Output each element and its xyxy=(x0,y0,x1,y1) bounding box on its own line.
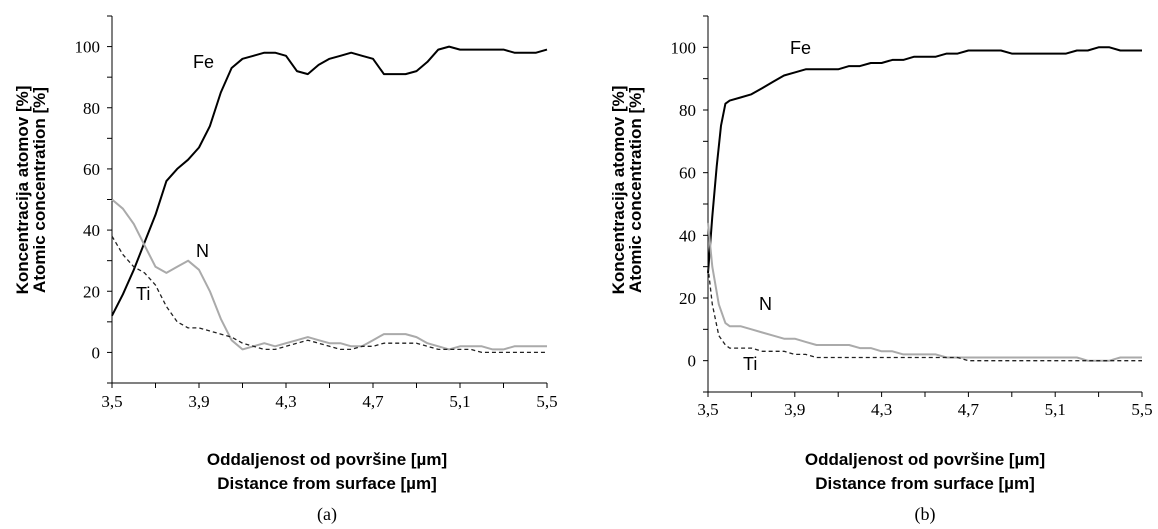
x-tick-label: 5,5 xyxy=(1131,400,1152,419)
series-line-fe xyxy=(707,46,1142,273)
y-tick-label: 40 xyxy=(83,221,100,240)
y-tick-label: 20 xyxy=(679,289,696,308)
ticks-layer: 0 20 40 60 80 100 3,5 3,9 4,3 4,7 5,1 5,5 xyxy=(75,15,558,411)
series-label-fe: Fe xyxy=(193,52,214,72)
series-line-n xyxy=(707,222,1142,362)
x-axis-title-line-1: Oddaljenost od površine [µm] xyxy=(207,450,447,469)
y-tick-label: 100 xyxy=(75,38,101,57)
y-axis-title-line-2: Atomic concentration [%] xyxy=(30,87,49,293)
x-tick-label: 3,9 xyxy=(188,392,209,411)
x-axis-title-line-2: Distance from surface [µm] xyxy=(815,474,1035,493)
x-tick-label: 4,7 xyxy=(958,400,980,419)
ticks-layer: 0 20 40 60 80 100 3,5 3,9 4,3 4,7 5,1 5,5 xyxy=(671,15,1153,419)
y-tick-label: 0 xyxy=(92,343,101,362)
x-axis-title-line-2: Distance from surface [µm] xyxy=(217,474,437,493)
x-tick-label: 3,5 xyxy=(101,392,122,411)
y-tick-label: 0 xyxy=(688,352,697,371)
x-tick-label: 3,9 xyxy=(784,400,805,419)
series-layer xyxy=(707,46,1142,362)
series-label-n: N xyxy=(196,241,209,261)
series-label-fe: Fe xyxy=(790,38,811,58)
panel-caption: (b) xyxy=(915,504,936,525)
y-tick-label: 60 xyxy=(83,160,100,179)
panel-caption: (a) xyxy=(317,504,337,525)
series-line-ti xyxy=(111,235,547,354)
series-line-ti xyxy=(707,266,1142,362)
y-tick-label: 20 xyxy=(83,282,100,301)
y-tick-label: 80 xyxy=(83,99,100,118)
x-tick-label: 4,3 xyxy=(871,400,892,419)
series-line-fe xyxy=(111,45,548,317)
series-label-ti: Ti xyxy=(136,284,150,304)
series-label-ti: Ti xyxy=(743,354,757,374)
y-tick-label: 40 xyxy=(679,226,696,245)
x-tick-label: 3,5 xyxy=(697,400,718,419)
y-axis-title-line-2: Atomic concentration [%] xyxy=(626,87,645,293)
y-tick-label: 80 xyxy=(679,101,696,120)
x-tick-label: 5,1 xyxy=(1045,400,1066,419)
y-tick-label: 60 xyxy=(679,164,696,183)
chart-panel-b: 0 20 40 60 80 100 3,5 3,9 4,3 4,7 5,1 5,5 Fe N Ti K… xyxy=(609,15,1153,525)
chart-panel-a: 0 20 40 60 80 100 3,5 3,9 4,3 4,7 5,1 5,5 Fe N Ti K… xyxy=(13,15,558,525)
y-axis-title-line-1: Koncentracija atomov [%] xyxy=(609,86,628,295)
y-tick-label: 100 xyxy=(671,38,697,57)
x-tick-label: 5,1 xyxy=(449,392,470,411)
y-axis-title-line-1: Koncentracija atomov [%] xyxy=(13,86,32,295)
series-layer xyxy=(111,45,548,354)
series-label-n: N xyxy=(759,294,772,314)
x-tick-label: 4,7 xyxy=(362,392,384,411)
series-line-n xyxy=(111,198,547,351)
x-axis-title-line-1: Oddaljenost od površine [µm] xyxy=(805,450,1045,469)
x-tick-label: 4,3 xyxy=(275,392,296,411)
x-tick-label: 5,5 xyxy=(536,392,557,411)
